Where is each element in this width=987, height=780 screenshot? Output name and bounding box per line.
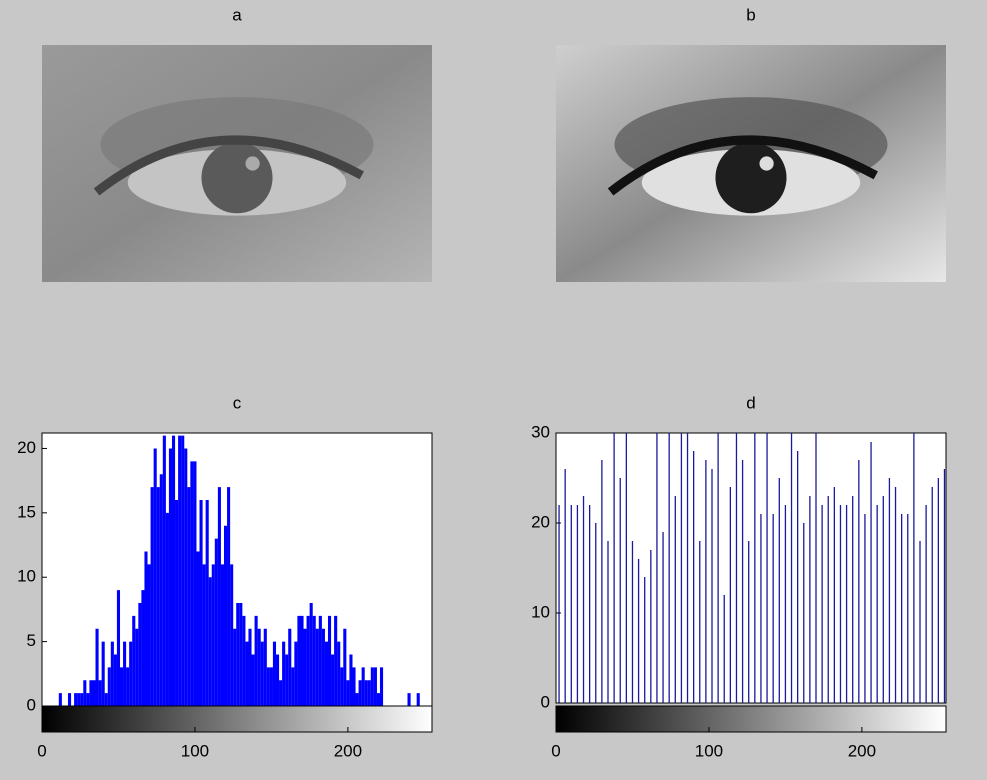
y-tick-label: 30 [531,422,550,441]
colorbar [41,705,433,733]
x-tick-label: 200 [334,741,362,760]
pupil-highlight [245,156,260,171]
y-tick-label: 10 [17,567,36,586]
pupil-highlight [759,156,774,171]
y-tick-label: 20 [17,438,36,457]
colorbar [555,705,947,733]
panel-title: a [232,5,242,24]
y-tick-label: 0 [27,695,36,714]
stems [58,435,420,706]
x-tick-label: 100 [695,741,723,760]
y-tick-label: 10 [531,602,550,621]
y-tick-label: 0 [541,692,550,711]
stems [558,433,946,703]
eye-image [42,45,432,282]
y-tick-label: 5 [27,631,36,650]
x-tick-label: 0 [551,741,560,760]
lash-line [93,135,364,196]
eye-image [556,45,946,282]
iris [201,142,273,214]
x-tick-label: 0 [37,741,46,760]
lash-line [607,135,878,196]
x-tick-label: 100 [181,741,209,760]
iris [715,142,787,214]
panel-title: b [746,5,755,24]
panel-title: d [746,393,755,412]
x-tick-label: 200 [848,741,876,760]
y-tick-label: 20 [531,512,550,531]
panel-title: c [233,393,242,412]
y-tick-label: 15 [17,502,36,521]
plot-area [555,432,947,704]
